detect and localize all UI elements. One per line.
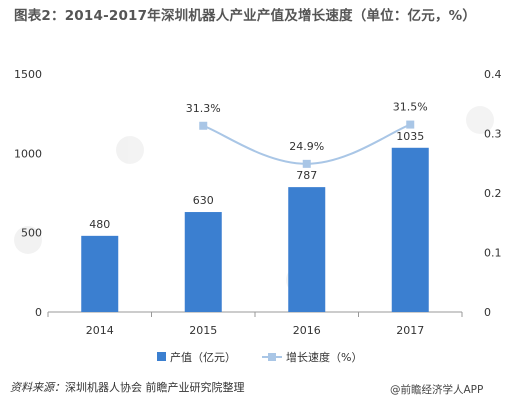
watermark-circle — [466, 106, 494, 134]
y-left-tick-label: 500 — [21, 227, 42, 240]
x-tick-label: 2015 — [189, 324, 217, 337]
bar-value-label: 630 — [193, 194, 214, 207]
y-right-tick-label: 0 — [484, 306, 491, 319]
growth-point — [302, 159, 311, 168]
legend-swatch-marker — [268, 353, 276, 361]
growth-label: 24.9% — [289, 140, 324, 153]
y-right-tick-label: 0.1 — [484, 247, 502, 260]
y-right-tick-label: 0.2 — [484, 187, 502, 200]
legend-label-bar: 产值（亿元） — [170, 350, 236, 364]
bar — [288, 187, 326, 312]
growth-point — [406, 120, 415, 129]
source-label: 资料来源： — [10, 381, 65, 394]
growth-label: 31.5% — [393, 101, 428, 114]
x-tick-label: 2014 — [86, 324, 114, 337]
y-left-tick-label: 1500 — [14, 68, 42, 81]
source-note: 资料来源：深圳机器人协会 前瞻产业研究院整理 — [10, 379, 245, 395]
x-tick-label: 2017 — [396, 324, 424, 337]
watermark-circle — [116, 136, 144, 164]
watermark-circle — [14, 226, 42, 254]
growth-label: 31.3% — [186, 102, 221, 115]
y-left-tick-label: 0 — [35, 306, 42, 319]
chart-title: 图表2：2014-2017年深圳机器人产业产值及增长速度（单位：亿元，%） — [14, 8, 477, 24]
legend-swatch-bar — [157, 352, 166, 361]
bar-value-label: 480 — [89, 218, 110, 231]
bar — [184, 212, 222, 312]
bar-value-label: 1035 — [396, 130, 424, 143]
legend-label-line: 增长速度（%） — [286, 350, 362, 364]
bar — [391, 147, 429, 312]
watermark-text: @前瞻经济学人APP — [390, 384, 484, 396]
bar — [81, 235, 119, 312]
y-right-tick-label: 0.3 — [484, 128, 502, 141]
bar-value-label: 787 — [296, 169, 317, 182]
source-text: 深圳机器人协会 前瞻产业研究院整理 — [65, 381, 245, 394]
y-left-tick-label: 1000 — [14, 147, 42, 160]
x-tick-label: 2016 — [293, 324, 321, 337]
y-right-tick-label: 0.4 — [484, 68, 502, 81]
growth-point — [199, 121, 208, 130]
